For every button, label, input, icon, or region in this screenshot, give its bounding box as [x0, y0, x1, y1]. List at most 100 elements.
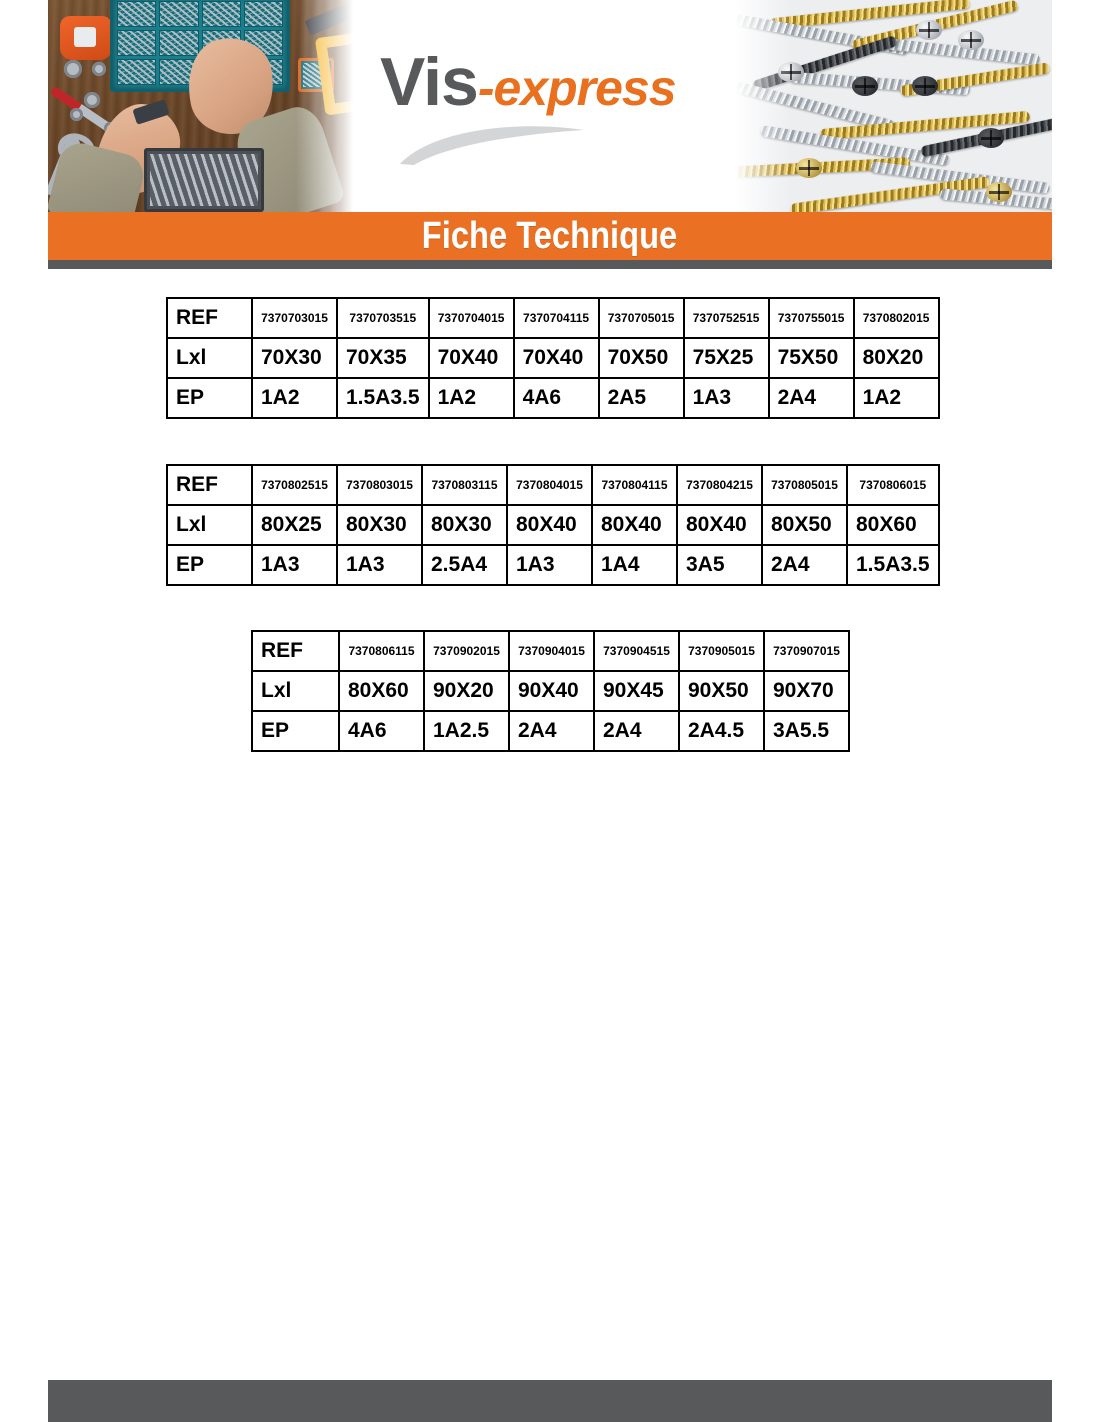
cell-ref: 7370806115	[338, 630, 425, 672]
cell-ep: 2A4	[761, 544, 848, 586]
cell-ep: 1A3	[336, 544, 423, 586]
cell-ep: 4A6	[338, 710, 425, 752]
washer-icon	[70, 108, 83, 121]
row-label-ref: REF	[251, 630, 340, 672]
power-tool-icon	[304, 4, 352, 36]
small-parts-box	[298, 58, 334, 92]
cell-ref: 7370704015	[427, 297, 515, 339]
cell-lxl: 80X60	[846, 504, 940, 546]
cell-ref: 7370904515	[593, 630, 680, 672]
cell-ep: 1A2	[427, 377, 515, 419]
tape-measure-icon	[60, 16, 112, 60]
screw-head-icon	[978, 128, 1004, 148]
screw-head-icon	[778, 62, 804, 82]
cell-lxl: 80X30	[336, 504, 423, 546]
cell-lxl: 90X70	[763, 670, 850, 712]
cell-ep: 2.5A4	[421, 544, 508, 586]
cell-ep: 2A5	[597, 377, 685, 419]
cell-lxl: 75X25	[682, 337, 770, 379]
cell-lxl: 70X35	[336, 337, 430, 379]
cell-ep: 2A4	[593, 710, 680, 752]
fiche-technique-banner: Fiche Technique	[48, 212, 1052, 260]
banner-title: Fiche Technique	[422, 215, 678, 257]
cell-lxl: 90X50	[678, 670, 765, 712]
screw-head-icon	[912, 76, 938, 96]
cell-ep: 1A3	[506, 544, 593, 586]
screw-pile-photo	[730, 0, 1052, 212]
yellow-clamp-icon	[314, 30, 358, 116]
cell-lxl: 75X50	[767, 337, 855, 379]
logo-wordmark: Vis-express	[380, 48, 677, 116]
table-row-ep: EP 1A3 1A3 2.5A4 1A3 1A4 3A5 2A4 1.5A3.5	[166, 544, 940, 586]
cell-lxl: 80X25	[251, 504, 338, 546]
table-row-lxl: Lxl 70X30 70X35 70X40 70X40 70X50 75X25 …	[166, 337, 940, 379]
cell-ep: 1.5A3.5	[336, 377, 430, 419]
workbench-screws-photo	[48, 0, 358, 212]
cell-ep: 1A2.5	[423, 710, 510, 752]
cell-ep: 1A2	[852, 377, 940, 419]
page-header: Vis-express	[48, 0, 1052, 212]
banner-divider	[48, 260, 1052, 269]
cell-ref: 7370752515	[682, 297, 770, 339]
cell-ep: 1.5A3.5	[846, 544, 940, 586]
cell-ref: 7370806015	[846, 464, 940, 506]
cell-lxl: 70X30	[251, 337, 338, 379]
screw-head-icon	[958, 30, 984, 50]
cell-lxl: 70X50	[597, 337, 685, 379]
cell-ref: 7370802015	[852, 297, 940, 339]
cell-ref: 7370755015	[767, 297, 855, 339]
logo-secondary-text: -express	[477, 60, 677, 116]
cell-ref: 7370907015	[763, 630, 850, 672]
row-label-lxl: Lxl	[166, 337, 253, 379]
washer-icon	[64, 60, 82, 78]
row-label-ref: REF	[166, 464, 253, 506]
table-row-lxl: Lxl 80X25 80X30 80X30 80X40 80X40 80X40 …	[166, 504, 940, 546]
cell-lxl: 80X40	[506, 504, 593, 546]
cell-ref: 7370804215	[676, 464, 763, 506]
cell-ep: 3A5	[676, 544, 763, 586]
cell-lxl: 80X40	[676, 504, 763, 546]
cell-lxl: 70X40	[512, 337, 600, 379]
cell-ref: 7370703515	[336, 297, 430, 339]
screw-head-icon	[852, 76, 878, 96]
screw-head-icon	[796, 158, 822, 178]
cell-ep: 2A4	[508, 710, 595, 752]
cell-lxl: 90X45	[593, 670, 680, 712]
row-label-ref: REF	[166, 297, 253, 339]
cell-lxl: 70X40	[427, 337, 515, 379]
cell-lxl: 90X20	[423, 670, 510, 712]
spec-table-2: REF 7370802515 7370803015 7370803115 737…	[166, 464, 940, 586]
row-label-ep: EP	[166, 544, 253, 586]
cell-ref: 7370804015	[506, 464, 593, 506]
row-label-lxl: Lxl	[251, 670, 340, 712]
cell-ep: 1A3	[682, 377, 770, 419]
cell-ref: 7370904015	[508, 630, 595, 672]
cell-ref: 7370905015	[678, 630, 765, 672]
washer-icon	[84, 92, 100, 108]
cell-ref: 7370703015	[251, 297, 338, 339]
row-label-lxl: Lxl	[166, 504, 253, 546]
swoosh-accent-icon	[398, 124, 628, 166]
cell-lxl: 90X40	[508, 670, 595, 712]
cell-ep: 4A6	[512, 377, 600, 419]
spec-table-1: REF 7370703015 7370703515 7370704015 737…	[166, 297, 940, 419]
table-row-ref: REF 7370806115 7370902015 7370904015 737…	[251, 630, 850, 672]
washer-icon	[92, 62, 106, 76]
cell-lxl: 80X60	[338, 670, 425, 712]
screw-head-icon	[916, 20, 942, 40]
screw-pile-surface	[730, 0, 1052, 212]
cell-ep: 3A5.5	[763, 710, 850, 752]
cell-lxl: 80X30	[421, 504, 508, 546]
vis-express-logo: Vis-express	[380, 38, 720, 178]
screw-head-icon	[986, 182, 1012, 202]
cell-lxl: 80X40	[591, 504, 678, 546]
cell-ref: 7370805015	[761, 464, 848, 506]
cell-ref: 7370705015	[597, 297, 685, 339]
cell-lxl: 80X50	[761, 504, 848, 546]
cell-ep: 1A3	[251, 544, 338, 586]
cell-lxl: 80X20	[852, 337, 940, 379]
table-row-lxl: Lxl 80X60 90X20 90X40 90X45 90X50 90X70	[251, 670, 850, 712]
cell-ref: 7370902015	[423, 630, 510, 672]
cell-ep: 2A4	[767, 377, 855, 419]
